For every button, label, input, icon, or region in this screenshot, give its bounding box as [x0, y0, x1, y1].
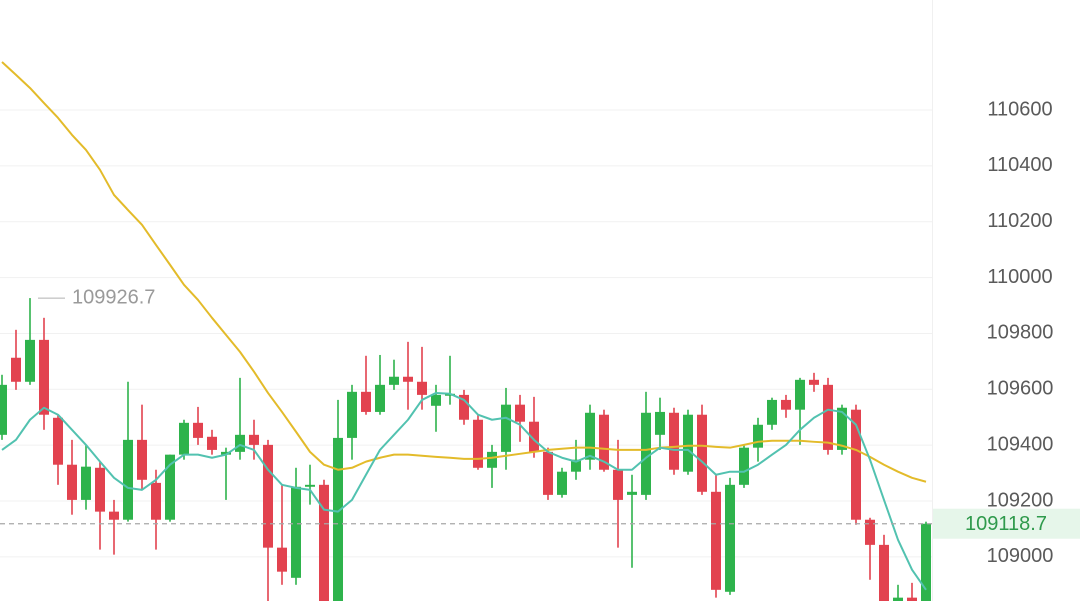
candle-body	[921, 523, 931, 601]
candle-body	[333, 437, 343, 601]
candle-body	[0, 384, 7, 435]
y-tick-label: 110600	[987, 98, 1052, 120]
last-price-tag	[933, 508, 1080, 539]
y-tick-label: 109600	[987, 378, 1054, 400]
candle-body	[571, 459, 581, 472]
candle-body	[473, 419, 483, 468]
candle-body	[627, 491, 637, 495]
candle-body	[613, 469, 623, 500]
candle-body	[459, 394, 469, 420]
y-tick-label: 110200	[987, 210, 1052, 232]
candle-body	[557, 471, 567, 495]
candle-body	[683, 414, 693, 472]
y-tick-label: 110000	[987, 266, 1052, 288]
candle-body	[151, 482, 161, 520]
candle-body	[515, 404, 525, 422]
candle-body	[375, 384, 385, 412]
candle-body	[123, 439, 133, 520]
candle-body	[725, 484, 735, 592]
candle-body	[109, 511, 119, 520]
plot-area	[0, 61, 931, 601]
overlay: 109118.7 109926.7	[0, 286, 1080, 539]
candle-body	[893, 597, 903, 601]
candle-body	[599, 414, 609, 470]
y-tick-label: 109400	[987, 433, 1054, 455]
candle-body	[11, 357, 21, 382]
candle-body	[235, 434, 245, 452]
candle-body	[767, 399, 777, 425]
candle-body	[249, 434, 259, 445]
y-tick-label: 109000	[987, 545, 1054, 567]
candle-body	[879, 544, 889, 601]
candle-body	[81, 466, 91, 500]
candle-body	[543, 451, 553, 495]
candle-body	[305, 484, 315, 487]
candle-body	[95, 467, 105, 512]
candle-body	[501, 404, 511, 452]
moving-average-line	[1, 391, 927, 591]
candle-body	[823, 384, 833, 450]
candle-body	[403, 376, 413, 382]
candle-body	[809, 379, 819, 385]
candle-body	[585, 412, 595, 460]
candle-body	[39, 339, 49, 415]
candle-body	[221, 451, 231, 455]
candle-body	[907, 597, 917, 601]
candle-body	[179, 422, 189, 455]
candle-body	[669, 412, 679, 470]
price-axis-panel	[932, 0, 1080, 601]
candle-body	[277, 547, 287, 572]
candle-body	[263, 444, 273, 548]
candle-body	[361, 391, 371, 412]
candle-body	[781, 399, 791, 410]
candle-body	[137, 439, 147, 480]
candle-body	[417, 381, 427, 395]
high-annotation-label: 109926.7	[72, 286, 155, 308]
candle-body	[865, 519, 875, 545]
candle-body	[319, 484, 329, 601]
candle-body	[207, 436, 217, 450]
candle-body	[291, 486, 301, 578]
candle-body	[795, 379, 805, 410]
moving-average-line	[1, 61, 927, 483]
candle-body	[431, 394, 441, 406]
candle-body	[739, 447, 749, 485]
price-axis: 109000 109200 109400 109600 109800 110000 1102…	[987, 98, 1054, 567]
candle-body	[347, 391, 357, 438]
candle-body	[641, 412, 651, 495]
candle-body	[67, 464, 77, 500]
candle-body	[655, 411, 665, 435]
candle-body	[193, 422, 203, 438]
candle-body	[53, 417, 63, 465]
candle-body	[753, 424, 763, 448]
candle-body	[711, 491, 721, 590]
candle-body	[837, 407, 847, 450]
y-tick-label: 110400	[987, 154, 1052, 176]
y-tick-label: 109800	[987, 322, 1054, 344]
candle-body	[25, 339, 35, 382]
candle-body	[165, 454, 175, 520]
y-tick-label: 109200	[987, 489, 1054, 511]
last-price-label: 109118.7	[965, 513, 1047, 535]
candle-body	[851, 409, 861, 520]
candle-body	[487, 451, 497, 468]
candle-body	[697, 414, 707, 492]
candle-body	[529, 421, 539, 452]
candle-body	[389, 376, 399, 385]
